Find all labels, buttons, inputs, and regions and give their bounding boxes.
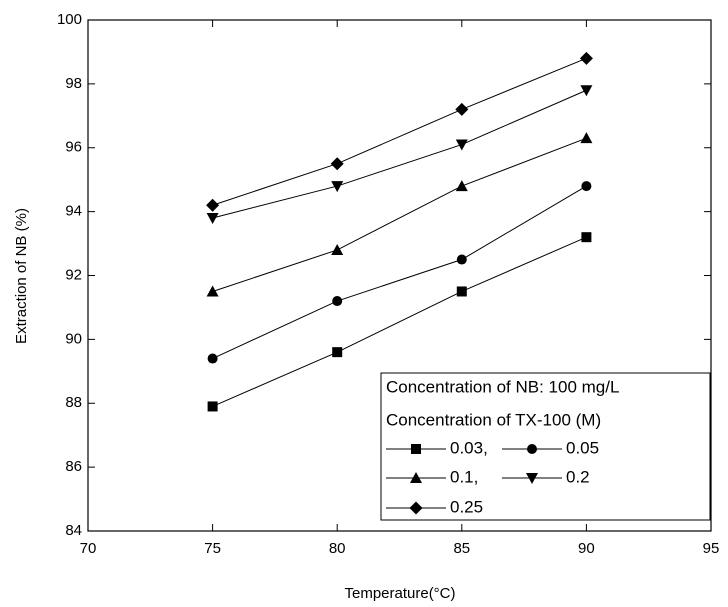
series-line — [212, 137, 587, 292]
x-tick-label: 70 — [80, 540, 97, 557]
marker — [206, 198, 220, 212]
y-tick-label: 94 — [65, 203, 82, 220]
x-tick-label: 85 — [453, 540, 470, 557]
legend-marker — [526, 473, 538, 484]
series-line — [212, 236, 587, 407]
marker — [331, 243, 344, 255]
y-axis-label: Extraction of NB (%) — [13, 208, 30, 344]
marker — [206, 213, 219, 225]
y-tick-label: 90 — [65, 330, 82, 347]
x-tick-label: 75 — [204, 540, 221, 557]
x-tick-label: 90 — [578, 540, 595, 557]
marker — [207, 401, 218, 412]
y-tick-label: 92 — [65, 266, 82, 283]
series-line — [212, 89, 587, 219]
legend-label: 0.05 — [566, 438, 599, 457]
legend-box — [380, 372, 711, 521]
x-tick-label: 80 — [329, 540, 346, 557]
marker — [455, 139, 468, 151]
legend-label: 0.1, — [450, 467, 478, 486]
legend-marker — [410, 472, 422, 483]
legend-label: 0.25 — [450, 497, 483, 516]
y-tick-label: 100 — [57, 11, 82, 28]
legend-label: 0.03, — [450, 438, 488, 457]
legend-title: Concentration of TX-100 (M) — [386, 410, 601, 429]
marker — [456, 286, 467, 297]
marker — [579, 51, 593, 65]
legend-marker — [527, 444, 537, 454]
series-line — [212, 57, 587, 206]
y-tick-label: 98 — [65, 75, 82, 92]
marker — [332, 347, 343, 358]
marker — [332, 296, 343, 307]
marker — [455, 102, 469, 116]
y-tick-label: 84 — [65, 522, 82, 539]
legend-label: 0.2 — [566, 467, 590, 486]
x-axis-label: Temperature(°C) — [344, 585, 455, 602]
x-tick-label: 95 — [703, 540, 720, 557]
marker — [580, 85, 593, 97]
marker — [330, 157, 344, 171]
marker — [581, 181, 592, 192]
series-line — [212, 185, 587, 359]
y-tick-label: 86 — [65, 458, 82, 475]
marker — [455, 180, 468, 192]
marker — [581, 232, 592, 243]
marker — [206, 285, 219, 297]
y-tick-label: 96 — [65, 139, 82, 156]
marker — [580, 132, 593, 144]
legend: Concentration of NB: 100 mg/L Concentrati… — [380, 372, 711, 521]
marker — [456, 254, 467, 265]
marker — [207, 353, 218, 364]
marker — [331, 181, 344, 193]
legend-title: Concentration of NB: 100 mg/L — [386, 377, 619, 396]
legend-marker — [411, 444, 421, 454]
y-tick-label: 88 — [65, 394, 82, 411]
legend-marker — [409, 501, 423, 515]
